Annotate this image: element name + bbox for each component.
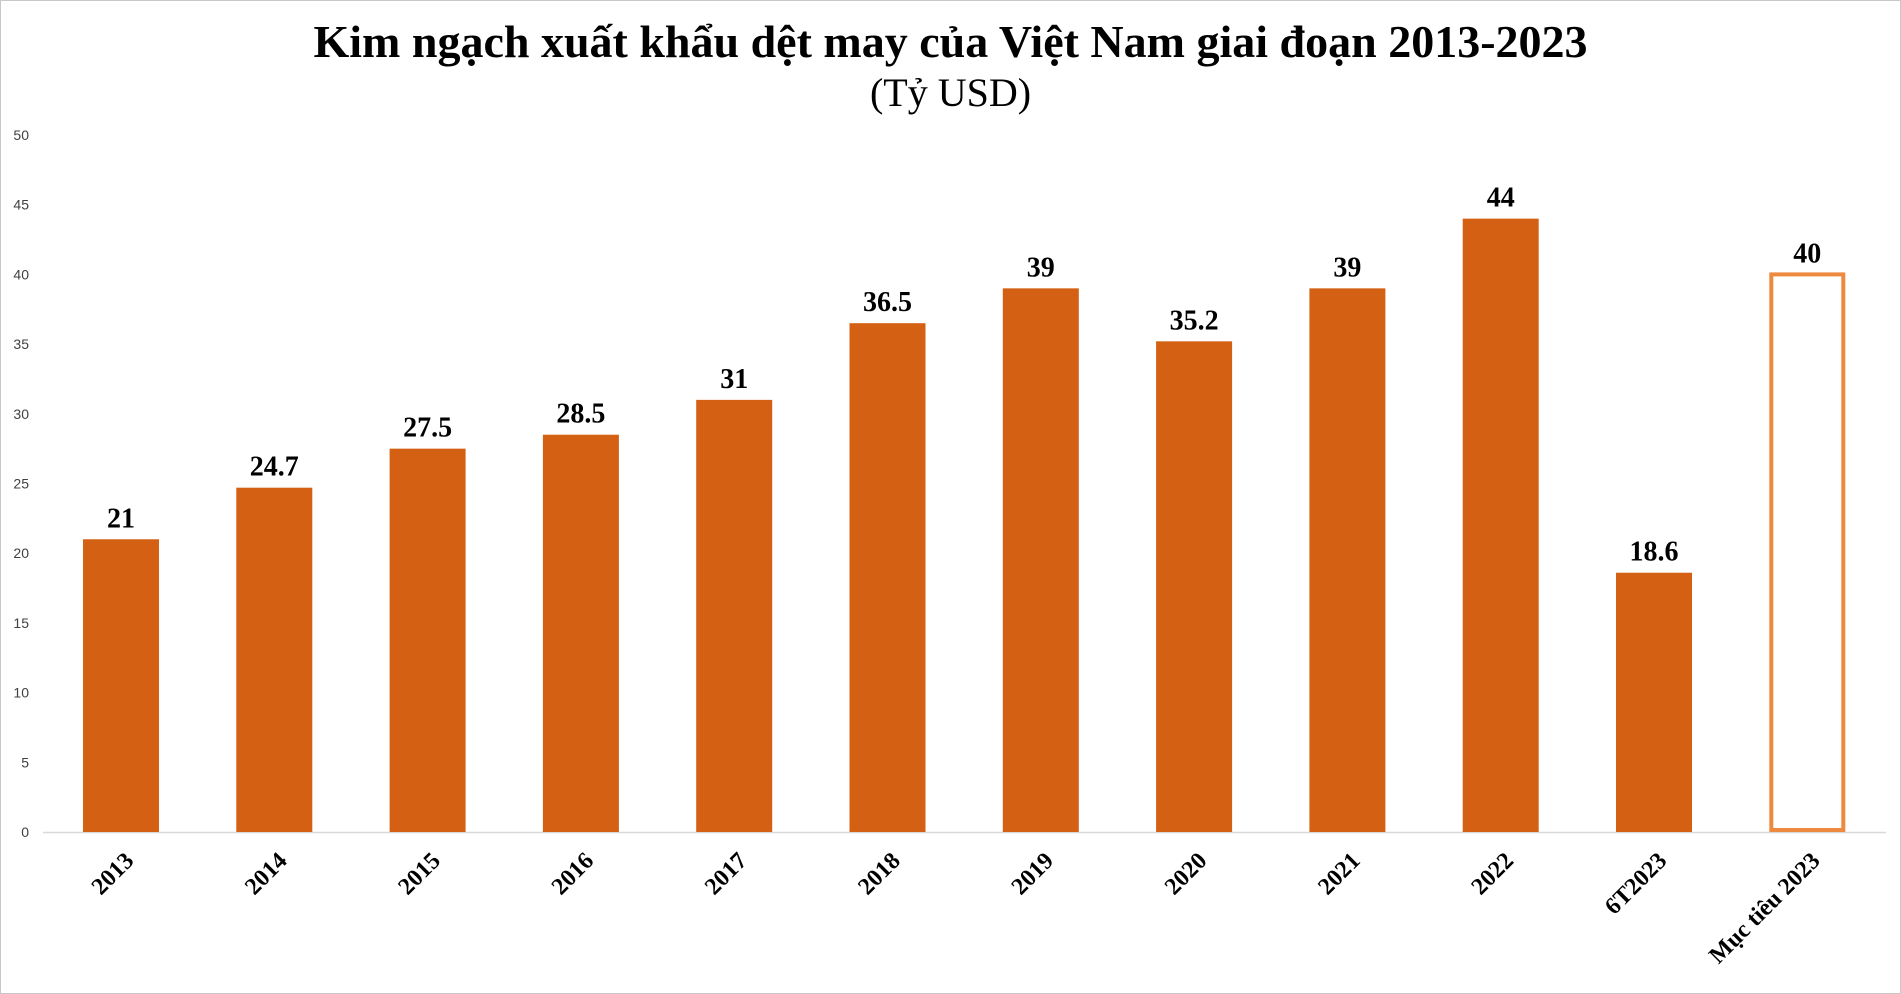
data-labels: 21 24.7 27.5 28.5 31 36.5 39 35.2 39 44 18.6 40: [107, 183, 1821, 568]
x-tick-label: 2014: [240, 848, 292, 900]
bar-2020: [1156, 341, 1233, 832]
data-label: 44: [1487, 183, 1515, 214]
y-tick-label: 20: [13, 545, 29, 561]
x-tick-label: 2017: [700, 848, 752, 900]
x-tick-label: 2018: [853, 848, 905, 900]
x-tick-label: Mục tiêu 2023: [1704, 848, 1825, 969]
data-label: 21: [107, 503, 135, 534]
data-label: 39: [1027, 252, 1055, 283]
data-label: 36.5: [863, 287, 912, 318]
bar-2019: [1002, 288, 1079, 833]
bar-2014: [236, 487, 313, 832]
x-tick-label: 2019: [1007, 848, 1059, 900]
y-tick-label: 15: [13, 615, 29, 631]
data-label: 39: [1333, 252, 1361, 283]
data-label: 28.5: [556, 399, 605, 430]
x-tick-label: 2020: [1160, 848, 1212, 900]
x-tick-label: 2016: [547, 848, 599, 900]
data-label: 18.6: [1630, 537, 1679, 568]
bars: [83, 218, 1846, 833]
x-tick-label: 2022: [1467, 848, 1519, 900]
x-tick-label: 2015: [394, 848, 446, 900]
x-axis: 2013 2014 2015 2016 2017 2018 2019 2020 2021 2022…: [87, 848, 1826, 969]
x-tick-label: 2021: [1313, 848, 1365, 900]
data-label: 27.5: [403, 413, 452, 444]
bar-2021: [1309, 288, 1386, 833]
y-tick-label: 10: [13, 685, 29, 701]
bar-2015: [389, 448, 466, 832]
chart-subtitle: (Tỷ USD): [869, 70, 1032, 115]
y-tick-label: 50: [13, 127, 29, 143]
data-label: 31: [720, 364, 748, 395]
bar-6t2023: [1616, 572, 1692, 832]
chart-title: Kim ngạch xuất khẩu dệt may của Việt Nam…: [313, 16, 1588, 67]
y-tick-label: 25: [13, 476, 29, 492]
bar-2018: [849, 323, 926, 832]
bar-2017: [696, 399, 773, 832]
data-label: 40: [1793, 238, 1821, 269]
data-label: 24.7: [250, 452, 299, 483]
x-tick-label: 6T2023: [1600, 848, 1672, 920]
y-tick-label: 40: [13, 266, 29, 282]
bar-2022: [1462, 218, 1539, 832]
y-tick-label: 45: [13, 197, 29, 213]
y-tick-label: 35: [13, 336, 29, 352]
bar-2013: [83, 539, 159, 832]
data-label: 35.2: [1170, 305, 1219, 336]
bar-2016: [542, 434, 619, 832]
x-tick-label: 2013: [87, 848, 139, 900]
y-tick-label: 30: [13, 406, 29, 422]
y-tick-label: 0: [21, 824, 29, 840]
y-tick-label: 5: [21, 754, 29, 770]
bar-mục-tiêu-2023: [1769, 272, 1846, 832]
y-axis: 0 5 10 15 20 25 30 35 40 45 50: [13, 127, 1886, 840]
